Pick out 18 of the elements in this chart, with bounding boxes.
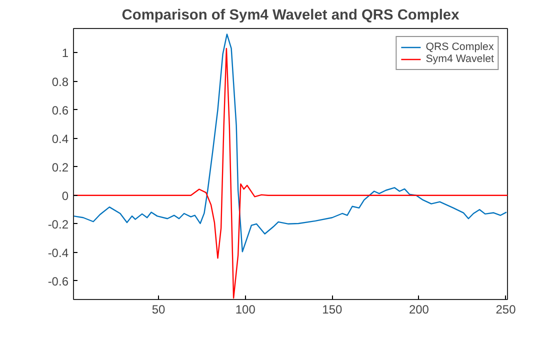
x-tick-label: 50 — [152, 302, 166, 316]
line-series — [74, 34, 508, 252]
chart-title: Comparison of Sym4 Wavelet and QRS Complex — [122, 8, 460, 24]
y-tick-label: -0.6 — [48, 274, 69, 288]
x-tick-label: 100 — [235, 302, 256, 316]
y-tick-label: -0.4 — [48, 246, 69, 260]
legend-label: QRS Complex — [426, 41, 494, 53]
x-tick-label: 250 — [496, 302, 516, 316]
y-tick-label: 0.6 — [52, 103, 69, 118]
y-tick-label: 0.8 — [52, 74, 69, 89]
legend-label: Sym4 Wavelet — [426, 53, 494, 65]
y-tick-label: -0.2 — [48, 217, 69, 232]
y-tick-label: 0.4 — [52, 132, 69, 146]
x-tick-label: 150 — [322, 302, 342, 316]
x-tick-label: 200 — [408, 302, 430, 316]
y-tick-label: 0 — [62, 188, 69, 203]
y-tick-label: 1 — [62, 46, 69, 60]
y-tick-label: 0.2 — [52, 160, 69, 174]
